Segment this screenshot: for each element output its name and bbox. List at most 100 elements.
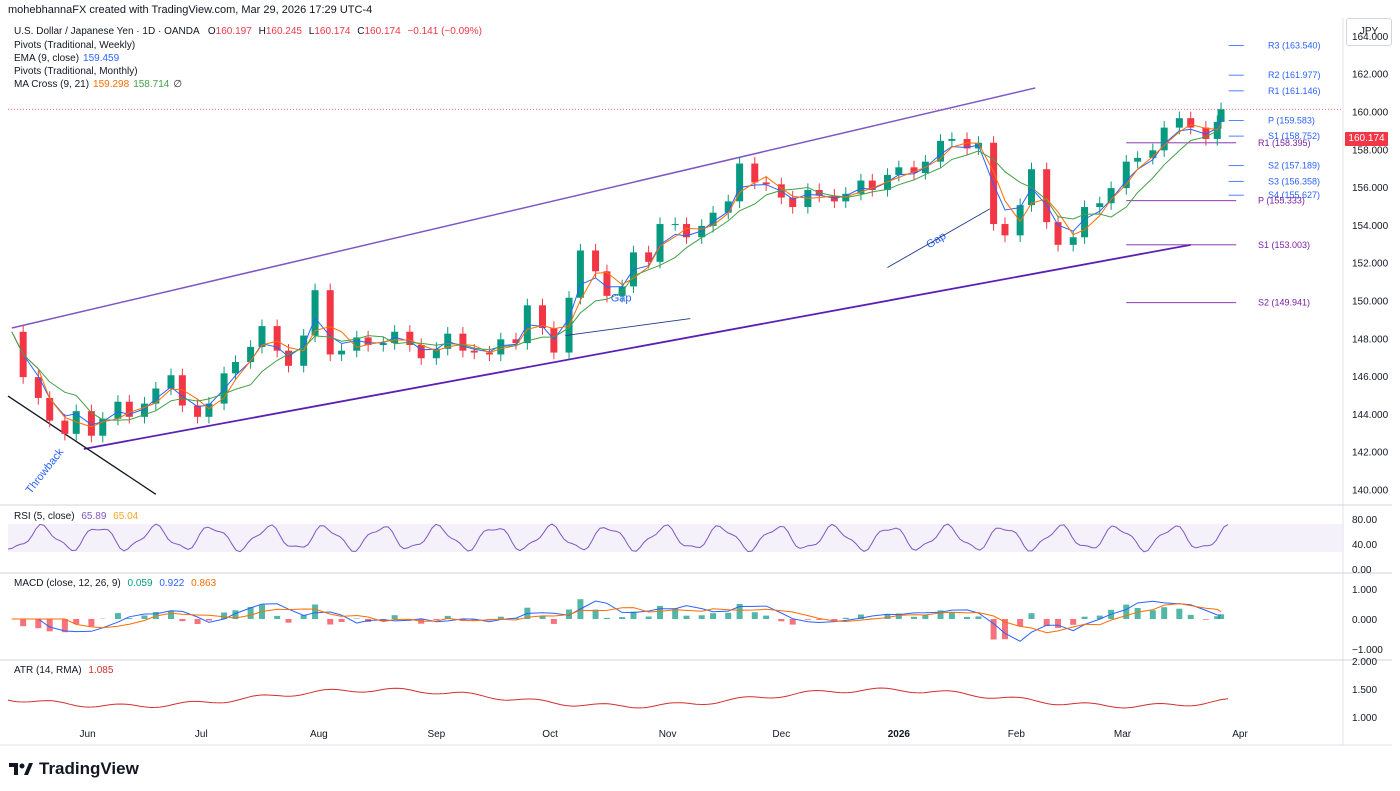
time-axis: Jun Jul Aug Sep Oct Nov Dec 2026 Feb Mar Apr	[80, 729, 1249, 740]
candle-body	[470, 350, 478, 353]
time-tick-label: Oct	[542, 729, 558, 740]
ohlc-c-label: C	[357, 26, 365, 37]
candle-body	[167, 375, 175, 389]
macd-histogram-bar	[683, 615, 690, 619]
macd-histogram-bar	[471, 619, 478, 621]
macd-histogram-bar	[550, 619, 557, 624]
macd-histogram-bar	[1134, 608, 1141, 619]
rsi-legend[interactable]: RSI (5, close) 65.89 65.04	[14, 511, 138, 522]
price-tick-label: 164.000	[1352, 32, 1389, 43]
ma-fast-value: 159.298	[93, 79, 130, 90]
macd-legend[interactable]: MACD (close, 12, 26, 9) 0.059 0.922 0.86…	[14, 578, 216, 589]
candle-body	[485, 352, 493, 355]
candle-body	[1122, 161, 1130, 189]
candle-body	[326, 290, 334, 355]
macd-histogram-bar	[497, 616, 504, 619]
candle-body	[1043, 169, 1051, 223]
atr-legend[interactable]: ATR (14, RMA) 1.085	[14, 665, 113, 676]
candle-body	[311, 290, 319, 336]
rsi-axis-label: 0.00	[1352, 565, 1372, 576]
atr-label: ATR (14, RMA)	[14, 665, 82, 676]
macd-histogram-bar	[1028, 613, 1035, 619]
candle-body	[857, 180, 865, 194]
macd-histogram-bar	[603, 617, 610, 619]
macd-histogram-bar	[831, 619, 838, 621]
candle-body	[406, 331, 414, 346]
macd-histogram-bar	[619, 617, 626, 619]
candle-body	[87, 411, 95, 436]
rsi-axis-label: 80.00	[1352, 515, 1377, 526]
ohlc-l-label: L	[308, 26, 315, 37]
macd-histogram-bar	[789, 619, 796, 625]
macd-histogram-bar	[285, 619, 292, 623]
macd-histogram-bar	[327, 619, 334, 625]
pivots-weekly-legend[interactable]: Pivots (Traditional, Weekly)	[14, 40, 136, 51]
time-tick-label: Nov	[659, 729, 677, 740]
gap-arrow-oct	[565, 318, 691, 336]
macd-histogram-bar	[179, 619, 186, 622]
atr-value: 1.085	[88, 665, 114, 676]
throwback-trendline	[7, 395, 157, 495]
candle-body	[1081, 207, 1089, 238]
macd-histogram-bar	[1161, 607, 1168, 619]
macd-histogram-bar	[1017, 619, 1024, 627]
indicators	[11, 118, 1222, 428]
macd-histogram-bar	[391, 615, 398, 619]
candle-body	[576, 250, 584, 298]
ma-slow-value: 158.714	[133, 79, 170, 90]
weekly-pivot-label: P (159.583)	[1268, 115, 1315, 125]
pivot-levels: R3 (163.540) R2 (161.977) R1 (161.146) P (1…	[1126, 41, 1321, 308]
monthly-pivot-label: S2 (149.941)	[1258, 298, 1310, 308]
macd-axis-label: 0.000	[1352, 615, 1377, 626]
gap-arrow-jan	[887, 208, 991, 268]
macd-axis-label: −1.000	[1352, 645, 1383, 656]
weekly-pivot-label: S4 (155.627)	[1268, 190, 1320, 200]
candle-body	[698, 225, 706, 238]
macd-histogram-bar	[1187, 614, 1194, 619]
candle-body	[114, 401, 122, 419]
macd-histogram-bar	[35, 619, 42, 629]
candle-body	[194, 405, 202, 417]
atr-axis-label: 1.500	[1352, 685, 1377, 696]
ohlc-open: 160.197	[215, 26, 252, 37]
macd-value: 0.922	[159, 578, 185, 589]
macd-histogram-bar	[657, 605, 664, 619]
ema-legend[interactable]: EMA (9, close) 159.459	[14, 53, 119, 65]
channel-lower-line	[83, 243, 1191, 450]
macd-histogram-bar	[114, 613, 121, 619]
ma-slow-line	[11, 123, 1222, 421]
macd-histogram-bar	[300, 615, 307, 619]
price-tick-label: 156.000	[1352, 183, 1389, 194]
macd-histogram-bar	[857, 614, 864, 619]
time-tick-label: Jun	[80, 729, 96, 740]
macd-histogram-bar	[444, 615, 451, 619]
candle-body	[709, 212, 717, 226]
time-tick-label: Jul	[195, 729, 208, 740]
currency-button[interactable]: JPY	[1346, 18, 1392, 46]
price-tick-label: 162.000	[1352, 70, 1389, 81]
candle-body	[247, 346, 255, 363]
candle-body	[125, 401, 133, 417]
price-tick-label: 144.000	[1352, 410, 1389, 421]
pivots-monthly-legend[interactable]: Pivots (Traditional, Monthly)	[14, 66, 138, 77]
candle-body	[603, 271, 611, 296]
ma-cross-legend[interactable]: MA Cross (9, 21) 159.298 158.714 ∅	[14, 79, 182, 91]
macd-histogram-bar	[1214, 616, 1221, 619]
tradingview-logo[interactable]: TradingView	[9, 759, 139, 779]
symbol-legend[interactable]: U.S. Dollar / Japanese Yen · 1D · OANDA …	[14, 26, 482, 38]
ohlc-o-label: O	[207, 26, 216, 37]
macd-histogram-bar	[698, 615, 705, 619]
rsi-ma-value: 65.04	[113, 511, 139, 522]
annotation-text: Gap Gap Throwback	[24, 208, 991, 496]
candle-body	[762, 182, 770, 185]
candle-body	[948, 138, 956, 141]
candle-body	[34, 377, 42, 398]
price-tick-label: 148.000	[1352, 334, 1389, 345]
macd-histogram-bar	[645, 616, 652, 619]
macd-histogram-bar	[274, 615, 281, 619]
candle-body	[178, 375, 186, 406]
candle-body	[1160, 127, 1168, 151]
macd-label: MACD (close, 12, 26, 9)	[14, 578, 121, 589]
